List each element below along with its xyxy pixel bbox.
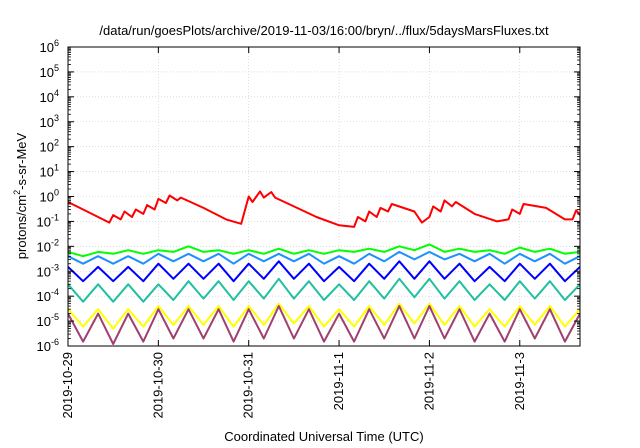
y-tick-label: 10-4 (37, 287, 59, 304)
y-tick-label-base: 10 (40, 165, 54, 180)
x-tick-label: 2019-10-30 (150, 352, 165, 419)
x-axis: 2019-10-29 2019-10-30 2019-10-31 2019-11-1 2… (60, 47, 527, 419)
series-line-6 (68, 302, 580, 330)
y-axis-label-base: protons/cm (14, 195, 29, 259)
y-tick-label-base: 10 (37, 289, 51, 304)
y-tick-label-base: 10 (37, 339, 51, 354)
y-tick-label: 10-6 (37, 337, 59, 354)
y-tick-label-exp: 6 (54, 38, 59, 48)
y-tick-label-exp: -1 (51, 212, 59, 222)
chart-title: /data/run/goesPlots/archive/2019-11-03/1… (99, 23, 549, 38)
y-tick-label: 101 (40, 163, 59, 180)
y-tick-label-exp: -6 (51, 337, 59, 347)
y-tick-label-exp: 4 (54, 88, 59, 98)
y-tick-label: 103 (40, 113, 59, 130)
y-axis-label: protons/cm2-s-sr-MeV (12, 132, 29, 259)
y-tick-label-base: 10 (40, 190, 54, 205)
y-axis-label-sup: 2 (12, 190, 22, 195)
y-tick-label-base: 10 (37, 314, 51, 329)
series-group (68, 190, 580, 345)
y-tick-label-base: 10 (40, 65, 54, 80)
y-tick-label: 10-2 (37, 237, 59, 254)
y-axis-label-rest: -s-sr-MeV (14, 132, 29, 189)
series-line-3 (68, 250, 580, 265)
x-tick-label: 2019-11-1 (331, 352, 346, 410)
y-tick-label: 10-1 (37, 212, 59, 229)
y-tick-label-base: 10 (40, 40, 54, 55)
y-axis: 10-610-510-410-310-210-11001011021031041… (37, 38, 580, 354)
x-tick-label: 2019-10-29 (60, 352, 75, 419)
y-tick-label: 10-5 (37, 312, 59, 329)
y-tick-label-exp: -2 (51, 237, 59, 247)
y-tick-label-exp: 3 (54, 113, 59, 123)
y-tick-label-base: 10 (40, 115, 54, 130)
x-tick-label: 2019-11-2 (421, 352, 436, 410)
y-tick-label: 104 (40, 88, 59, 105)
series-line-4 (68, 260, 580, 283)
y-tick-label: 105 (40, 63, 59, 80)
y-tick-label-exp: -5 (51, 312, 59, 322)
y-tick-label: 106 (40, 38, 59, 55)
y-tick-label: 100 (40, 188, 59, 205)
y-tick-label-base: 10 (37, 239, 51, 254)
y-tick-label-exp: 1 (54, 163, 59, 173)
y-tick-label-exp: -3 (51, 262, 59, 272)
y-tick-label-exp: 5 (54, 63, 59, 73)
y-tick-label: 102 (40, 138, 59, 155)
y-tick-label-base: 10 (40, 140, 54, 155)
y-tick-label: 10-3 (37, 262, 59, 279)
x-tick-label: 2019-11-3 (512, 352, 527, 410)
series-line-5 (68, 277, 580, 303)
series-line-1 (68, 190, 580, 228)
series-line-2 (68, 243, 580, 258)
y-tick-label-exp: -4 (51, 287, 59, 297)
x-tick-label: 2019-10-31 (241, 352, 256, 419)
y-tick-label-base: 10 (37, 214, 51, 229)
x-axis-label: Coordinated Universal Time (UTC) (224, 429, 423, 444)
y-tick-label-exp: 2 (54, 138, 59, 148)
y-tick-label-exp: 0 (54, 188, 59, 198)
y-tick-label-base: 10 (37, 264, 51, 279)
series-line-7 (68, 305, 580, 345)
y-tick-label-base: 10 (40, 90, 54, 105)
